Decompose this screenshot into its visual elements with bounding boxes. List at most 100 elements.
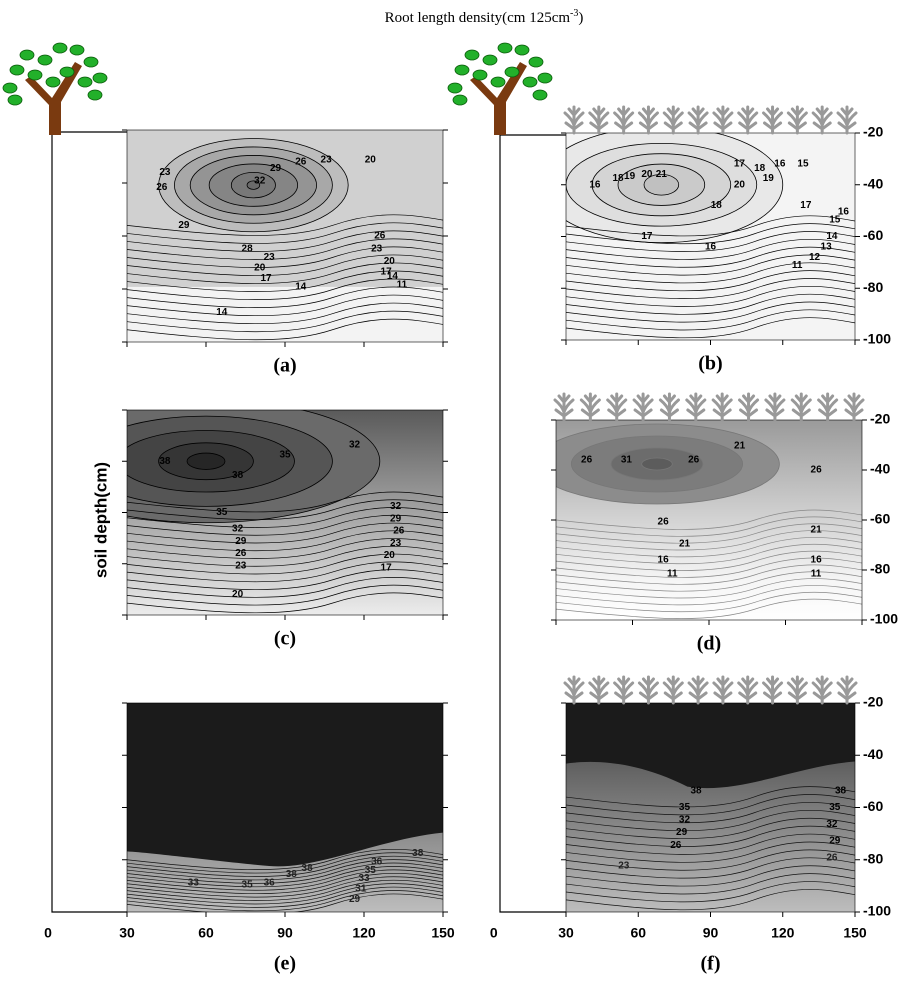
contour-label: 11 xyxy=(811,569,822,580)
contour-label: 11 xyxy=(792,260,803,271)
contour-label: 20 xyxy=(384,256,396,267)
contour-label: 38 xyxy=(286,869,298,880)
contour-label: 26 xyxy=(374,231,386,242)
plot-area xyxy=(127,410,443,615)
contour-line xyxy=(556,564,862,585)
contour-line xyxy=(566,786,855,808)
leaf xyxy=(9,64,25,76)
y-tick-label: -100 xyxy=(863,331,891,347)
contour-line xyxy=(566,246,855,268)
contour-line xyxy=(127,499,443,521)
contour-line xyxy=(556,571,862,592)
contour-label: 35 xyxy=(242,879,254,890)
plot-area xyxy=(127,130,443,342)
leaf xyxy=(83,56,99,68)
crop-icon xyxy=(579,392,601,422)
contour-label: 29 xyxy=(349,894,361,905)
contour-label: 38 xyxy=(690,785,702,796)
dark-region xyxy=(566,703,855,789)
contour-line xyxy=(127,886,443,908)
contour-label: 20 xyxy=(232,589,244,600)
contour-label: 17 xyxy=(260,273,272,284)
crop-icon xyxy=(637,105,659,135)
plot-area xyxy=(566,133,855,340)
panel-label: (d) xyxy=(697,633,721,655)
contour-label: 17 xyxy=(381,562,393,573)
contour-fill xyxy=(641,457,673,471)
x-tick-label: 30 xyxy=(119,925,135,941)
crop-icon xyxy=(687,105,709,135)
figure-title: Root length density(cm 125cm-3) xyxy=(385,8,584,26)
contour-label: 33 xyxy=(188,877,200,888)
contour-label: 29 xyxy=(676,827,688,838)
contour-label: 38 xyxy=(835,785,847,796)
contour-label: 16 xyxy=(774,159,786,170)
contour-line xyxy=(127,514,443,536)
crop-icon xyxy=(738,392,760,422)
contour-label: 33 xyxy=(358,873,370,884)
contour-label: 35 xyxy=(829,802,841,813)
contour-label: 18 xyxy=(711,200,723,211)
contour-label: 21 xyxy=(656,169,668,180)
crop-icon xyxy=(811,105,833,135)
contour-label: 26 xyxy=(235,548,247,559)
contour-label: 29 xyxy=(390,513,402,524)
leaf xyxy=(59,66,75,78)
contour-label: 23 xyxy=(371,243,383,254)
crop-icon xyxy=(737,105,759,135)
crop-icon xyxy=(588,105,610,135)
contour-label: 12 xyxy=(809,252,821,263)
crop-icon xyxy=(685,392,707,422)
contour-label: 26 xyxy=(295,156,307,167)
contour-label: 21 xyxy=(811,525,823,536)
contour-label: 18 xyxy=(754,163,766,174)
contour-label: 21 xyxy=(734,441,746,452)
contour-label: 17 xyxy=(641,231,653,242)
contour-line xyxy=(127,302,443,325)
contour-line xyxy=(566,889,855,911)
x-tick-label: 30 xyxy=(558,925,574,941)
contour-label: 16 xyxy=(589,179,601,190)
contour-label: 13 xyxy=(821,241,833,252)
contour-label: 26 xyxy=(658,517,670,528)
contour-label: 17 xyxy=(381,267,393,278)
contour-label: 19 xyxy=(763,173,775,184)
contour-line xyxy=(127,859,443,881)
panel: 26 31 26 21 26 26 21 21 16 16 11 11 (d) -20 -40 -60 -80 -… xyxy=(551,392,898,655)
contour-line xyxy=(127,491,443,513)
contour-label: 35 xyxy=(279,450,291,461)
contour-line xyxy=(556,509,862,530)
title-suffix: ) xyxy=(578,10,583,26)
crop-icon xyxy=(632,392,654,422)
crop-icon xyxy=(737,675,759,705)
contour-line xyxy=(127,876,443,898)
contour-line xyxy=(127,286,443,309)
crop-icon xyxy=(836,675,858,705)
contour-label: 11 xyxy=(397,279,408,290)
crop-icon xyxy=(662,675,684,705)
crop-icon xyxy=(613,105,635,135)
leaf xyxy=(45,76,61,88)
crop-icon xyxy=(563,105,585,135)
crop-icon xyxy=(817,392,839,422)
contour-label: 20 xyxy=(641,169,653,180)
contour-label: 21 xyxy=(679,539,691,550)
crop-icon xyxy=(764,392,786,422)
crop-icon xyxy=(588,675,610,705)
leaf xyxy=(52,42,68,54)
contour-label: 36 xyxy=(264,877,276,888)
y-tick-label: -100 xyxy=(863,903,891,919)
contour-line xyxy=(556,530,862,551)
leaf xyxy=(77,76,93,88)
y-tick-label: -60 xyxy=(863,798,883,814)
x-tick-label: 0 xyxy=(490,925,498,941)
tree-lines xyxy=(51,131,566,913)
leaf xyxy=(87,89,103,101)
contour-label: 16 xyxy=(811,555,823,566)
panel: 3835322926233835322926(f)-20-40-60-80-10… xyxy=(490,675,891,975)
contour-line xyxy=(127,584,443,606)
contour-line xyxy=(566,841,855,863)
y-tick-label: -80 xyxy=(863,850,883,866)
crop-icon xyxy=(712,105,734,135)
